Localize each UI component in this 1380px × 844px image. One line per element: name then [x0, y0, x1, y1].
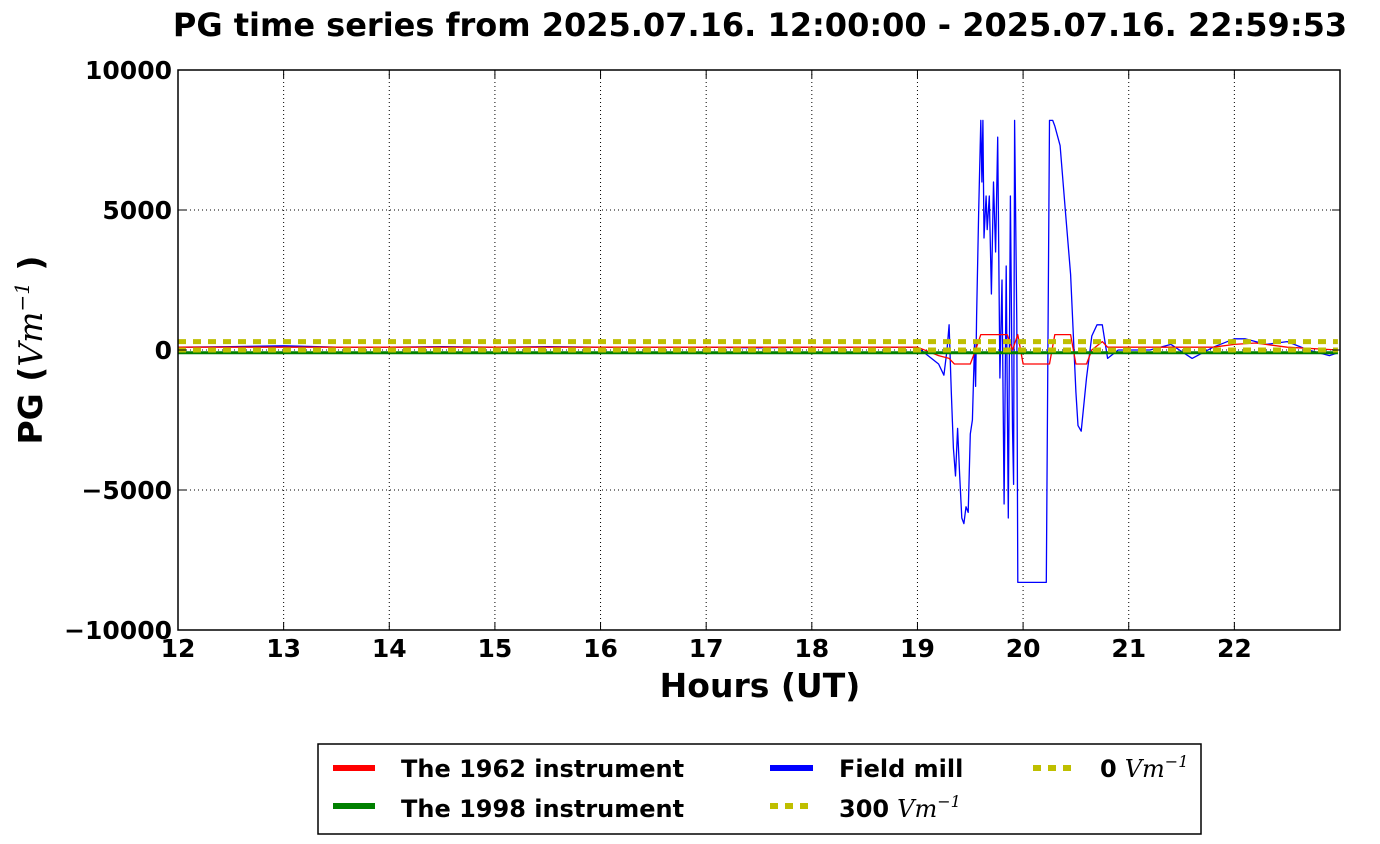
- x-axis-label: Hours (UT): [660, 666, 861, 705]
- legend-label-1962: The 1962 instrument: [401, 755, 684, 783]
- series-line-the-1962-instrument: [178, 333, 1338, 365]
- y-tick-label: −5000: [81, 476, 172, 505]
- x-tick-label: 22: [1217, 634, 1252, 663]
- grid-lines: [178, 70, 1340, 630]
- legend-label-300: 300 Vm−1: [839, 792, 961, 823]
- x-tick-label: 16: [583, 634, 618, 663]
- y-tick-label: −10000: [64, 616, 172, 645]
- y-axis-ticks: 10000 5000 0 −5000 −10000: [64, 56, 1340, 645]
- y-tick-label: 0: [155, 336, 172, 365]
- x-tick-label: 18: [794, 634, 829, 663]
- x-tick-label: 13: [266, 634, 301, 663]
- legend-box: [317, 743, 1202, 835]
- legend-label-1998: The 1998 instrument: [401, 795, 684, 823]
- x-tick-label: 12: [161, 634, 196, 663]
- x-tick-label: 17: [689, 634, 724, 663]
- legend-label-field-mill: Field mill: [839, 755, 963, 783]
- x-tick-label: 20: [1006, 634, 1041, 663]
- y-tick-label: 5000: [102, 196, 172, 225]
- x-axis-ticks: 12 13 14 15 16 17 18 19 20 21 22: [161, 70, 1252, 663]
- x-tick-label: 15: [478, 634, 513, 663]
- x-tick-label: 19: [900, 634, 935, 663]
- y-axis-label: PG (Vm−1 ): [10, 255, 50, 444]
- series-layer: [177, 119, 1339, 584]
- chart-title: PG time series from 2025.07.16. 12:00:00…: [173, 6, 1347, 44]
- x-tick-label: 14: [372, 634, 407, 663]
- y-tick-label: 10000: [85, 56, 172, 85]
- legend-label-0: 0 Vm−1: [1100, 752, 1188, 783]
- x-tick-label: 21: [1111, 634, 1146, 663]
- legend: The 1962 instrument The 1998 instrument …: [317, 743, 1202, 835]
